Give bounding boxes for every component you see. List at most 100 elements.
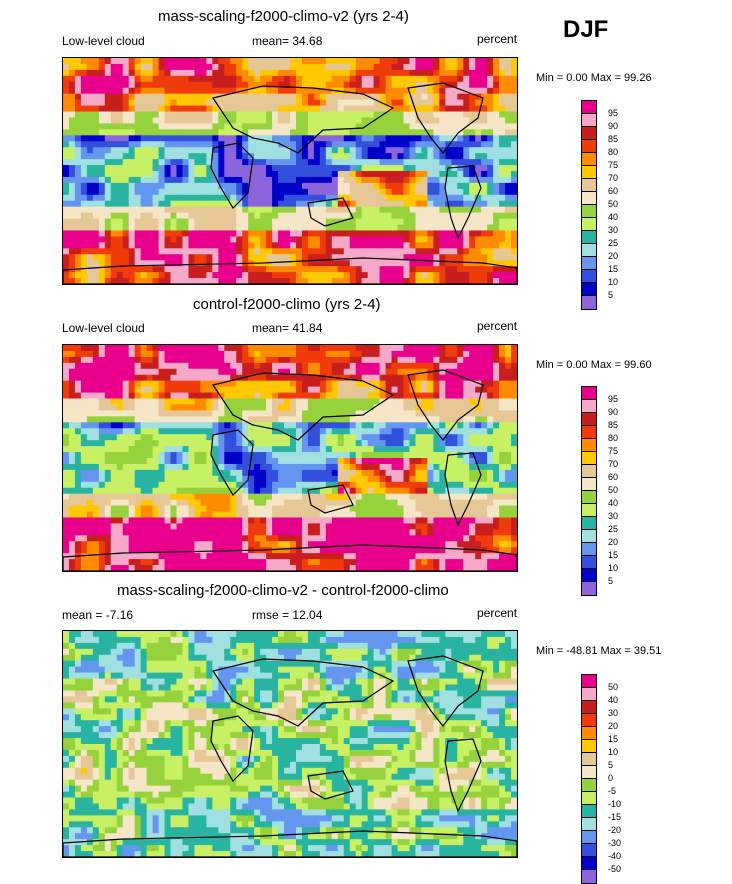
min-max-label: Min = 0.00 Max = 99.26: [536, 72, 652, 84]
colorbar: [581, 100, 597, 310]
colorbar-swatch: [582, 439, 596, 452]
colorbar-tick-label: -30: [608, 838, 621, 848]
colorbar-swatch: [582, 179, 596, 192]
colorbar-swatch: [582, 831, 596, 844]
colorbar-swatch: [582, 478, 596, 491]
colorbar-swatch: [582, 740, 596, 753]
min-max-label: Min = -48.81 Max = 39.51: [536, 645, 661, 657]
season-label: DJF: [563, 16, 608, 44]
colorbar-tick-label: 80: [608, 147, 618, 157]
colorbar-swatch: [582, 127, 596, 140]
colorbar-tick-label: 50: [608, 199, 618, 209]
colorbar-swatch: [582, 753, 596, 766]
colorbar-tick-label: 5: [608, 290, 613, 300]
colorbar: [581, 386, 597, 596]
colorbar-tick-label: -50: [608, 864, 621, 874]
mean-label: mean = -7.16: [62, 608, 133, 622]
colorbar-swatch: [582, 556, 596, 569]
colorbar-tick-label: 30: [608, 511, 618, 521]
colorbar-tick-label: 5: [608, 576, 613, 586]
colorbar-tick-label: 20: [608, 251, 618, 261]
colorbar-swatch: [582, 218, 596, 231]
colorbar-swatch: [582, 844, 596, 857]
colorbar-swatch: [582, 166, 596, 179]
colorbar-swatch: [582, 140, 596, 153]
colorbar-tick-label: -15: [608, 812, 621, 822]
colorbar-tick-label: 70: [608, 173, 618, 183]
colorbar-tick-label: 60: [608, 472, 618, 482]
colorbar-swatch: [582, 400, 596, 413]
colorbar-swatch: [582, 231, 596, 244]
colorbar-tick-label: 80: [608, 433, 618, 443]
colorbar-swatch: [582, 543, 596, 556]
colorbar-swatch: [582, 714, 596, 727]
colorbar-tick-label: -20: [608, 825, 621, 835]
colorbar-tick-label: 20: [608, 721, 618, 731]
colorbar-swatch: [582, 517, 596, 530]
colorbar-tick-label: 30: [608, 708, 618, 718]
colorbar-tick-label: 75: [608, 160, 618, 170]
colorbar-tick-label: 0: [608, 773, 613, 783]
panel-title: mass-scaling-f2000-climo-v2 - control-f2…: [117, 582, 449, 599]
colorbar-swatch: [582, 688, 596, 701]
colorbar-tick-label: -10: [608, 799, 621, 809]
colorbar-swatch: [582, 504, 596, 517]
colorbar-swatch: [582, 452, 596, 465]
colorbar-swatch: [582, 153, 596, 166]
map-plot: [62, 630, 518, 858]
colorbar-tick-label: 50: [608, 485, 618, 495]
colorbar-tick-label: 70: [608, 459, 618, 469]
colorbar-tick-label: 90: [608, 407, 618, 417]
mean-label: mean= 41.84: [252, 321, 322, 335]
colorbar-swatch: [582, 701, 596, 714]
colorbar-tick-label: 40: [608, 695, 618, 705]
colorbar-tick-label: 40: [608, 212, 618, 222]
colorbar-swatch: [582, 805, 596, 818]
map-field: [63, 345, 517, 571]
units-label: percent: [477, 606, 517, 620]
colorbar-swatch: [582, 530, 596, 543]
colorbar-swatch: [582, 283, 596, 296]
min-max-label: Min = 0.00 Max = 99.60: [536, 359, 652, 371]
colorbar-tick-label: 15: [608, 734, 618, 744]
colorbar-swatch: [582, 426, 596, 439]
map-field: [63, 631, 517, 857]
colorbar-swatch: [582, 413, 596, 426]
colorbar-tick-label: 95: [608, 108, 618, 118]
colorbar-tick-label: 10: [608, 277, 618, 287]
map-plot: [62, 344, 518, 572]
colorbar-swatch: [582, 257, 596, 270]
colorbar-swatch: [582, 818, 596, 831]
units-label: percent: [477, 32, 517, 46]
colorbar-tick-label: 30: [608, 225, 618, 235]
colorbar-swatch: [582, 114, 596, 127]
colorbar-tick-label: 85: [608, 134, 618, 144]
colorbar-swatch: [582, 465, 596, 478]
colorbar-tick-label: 20: [608, 537, 618, 547]
mean-label: mean= 34.68: [252, 34, 322, 48]
colorbar-swatch: [582, 792, 596, 805]
colorbar-swatch: [582, 101, 596, 114]
variable-label: Low-level cloud: [62, 34, 145, 48]
colorbar-swatch: [582, 675, 596, 688]
colorbar-tick-label: 50: [608, 682, 618, 692]
colorbar-swatch: [582, 491, 596, 504]
colorbar-tick-label: 15: [608, 550, 618, 560]
colorbar-swatch: [582, 766, 596, 779]
colorbar-tick-label: -5: [608, 786, 616, 796]
colorbar-swatch: [582, 779, 596, 792]
colorbar-tick-label: 40: [608, 498, 618, 508]
colorbar-tick-label: -40: [608, 851, 621, 861]
colorbar-tick-label: 95: [608, 394, 618, 404]
colorbar-swatch: [582, 296, 596, 309]
rmse-label: rmse = 12.04: [252, 608, 322, 622]
colorbar-tick-label: 5: [608, 760, 613, 770]
colorbar-swatch: [582, 244, 596, 257]
colorbar-tick-label: 10: [608, 563, 618, 573]
colorbar-swatch: [582, 192, 596, 205]
colorbar-swatch: [582, 857, 596, 870]
colorbar-tick-label: 15: [608, 264, 618, 274]
units-label: percent: [477, 319, 517, 333]
colorbar-swatch: [582, 205, 596, 218]
panel-title: control-f2000-climo (yrs 2-4): [193, 296, 381, 313]
